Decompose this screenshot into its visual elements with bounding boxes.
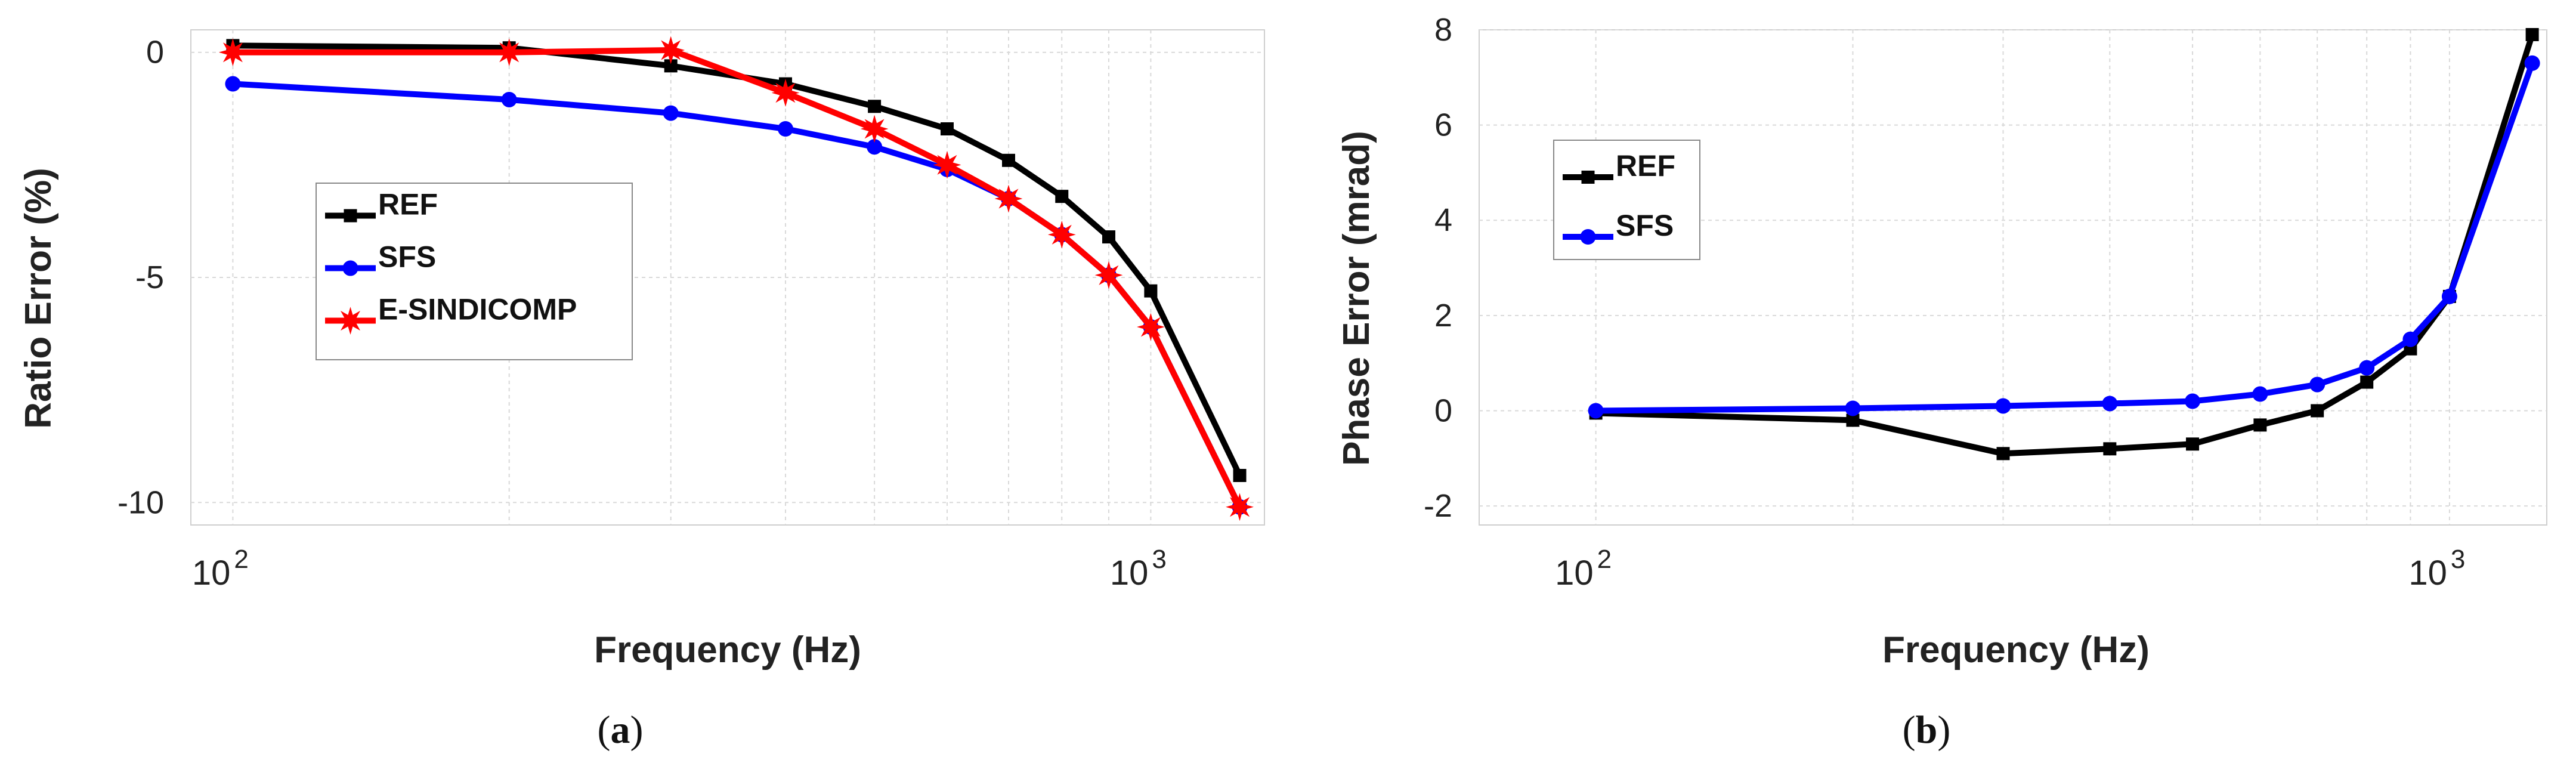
series-e-sindicomp-marker-7 bbox=[1047, 220, 1076, 249]
panel-a-y-ticks: 0 -5 -10 bbox=[117, 35, 164, 521]
x-tick-exponent: 3 bbox=[1152, 545, 1166, 574]
legend-marker-0 bbox=[1581, 171, 1595, 184]
series-sfs-marker-3 bbox=[777, 121, 793, 137]
panel-a-legend: REF SFS E-SINDICOMP bbox=[316, 183, 633, 360]
series-ref-marker-6 bbox=[1002, 153, 1016, 167]
legend-marker-1 bbox=[1580, 229, 1596, 245]
series-e-sindicomp bbox=[218, 36, 1254, 521]
series-sfs-marker-10 bbox=[2524, 55, 2540, 71]
legend-label: REF bbox=[1616, 149, 1675, 183]
legend-label: E-SINDICOMP bbox=[378, 293, 577, 326]
y-tick-label: 0 bbox=[1434, 393, 1452, 428]
series-ref-marker-2 bbox=[1996, 447, 2010, 461]
series-ref-marker-8 bbox=[1102, 230, 1115, 244]
panel-b-x-ticks: 10 2 10 3 bbox=[1555, 545, 2465, 592]
series-ref-marker-5 bbox=[2253, 418, 2267, 432]
series-ref-marker-7 bbox=[1055, 190, 1069, 203]
series-ref-marker-2 bbox=[664, 59, 678, 73]
y-tick-label: -5 bbox=[135, 260, 164, 295]
panel-a-caption: (a) bbox=[598, 708, 644, 752]
series-ref-marker-10 bbox=[2525, 27, 2539, 41]
x-tick-label: 10 bbox=[1555, 554, 1594, 592]
panel-a-x-axis-label: Frequency (Hz) bbox=[594, 629, 861, 671]
panel-b-grid bbox=[1479, 29, 2547, 525]
panel-a-legend-box bbox=[316, 183, 633, 360]
y-tick-label: -2 bbox=[1424, 488, 1452, 524]
series-e-sindicomp-marker-4 bbox=[860, 115, 889, 143]
y-tick-label: 2 bbox=[1434, 298, 1452, 333]
panel-b-y-ticks: 8 6 4 2 0 -2 bbox=[1424, 12, 1452, 524]
legend-label: SFS bbox=[1616, 209, 1674, 242]
series-sfs-marker-2 bbox=[663, 105, 679, 121]
series-ref-marker-4 bbox=[2186, 437, 2200, 451]
series-e-sindicomp-marker-10 bbox=[1226, 493, 1254, 521]
x-tick-exponent: 2 bbox=[234, 545, 248, 574]
series-e-sindicomp-marker-2 bbox=[657, 36, 685, 64]
y-tick-label: 6 bbox=[1434, 107, 1452, 143]
series-sfs-marker-4 bbox=[2185, 393, 2201, 409]
x-tick-label: 10 bbox=[192, 554, 231, 592]
panel-b-caption: (b) bbox=[1903, 708, 1951, 752]
x-tick-label: 10 bbox=[2408, 554, 2447, 592]
series-sfs-marker-1 bbox=[1845, 400, 1861, 416]
legend-entry-e-sindicomp: E-SINDICOMP bbox=[325, 293, 577, 335]
series-ref-marker-4 bbox=[868, 100, 882, 113]
series-ref-marker-7 bbox=[2360, 375, 2374, 389]
x-tick-label: 10 bbox=[1110, 554, 1149, 592]
series-ref-marker-6 bbox=[2311, 404, 2324, 418]
series-e-sindicomp-marker-5 bbox=[933, 150, 961, 179]
x-tick-exponent: 2 bbox=[1597, 545, 1612, 574]
series-sfs-marker-6 bbox=[2309, 376, 2325, 393]
series-sfs bbox=[1588, 55, 2540, 419]
panel-b-legend-items: REF SFS bbox=[1563, 149, 1675, 245]
panel-a-series bbox=[218, 36, 1254, 521]
panel-b-x-axis-label: Frequency (Hz) bbox=[1882, 629, 2150, 671]
y-tick-label: 0 bbox=[146, 35, 164, 70]
series-ref-marker-9 bbox=[1144, 284, 1158, 298]
series-sfs-marker-7 bbox=[2359, 360, 2375, 376]
series-sfs-marker-3 bbox=[2102, 396, 2118, 412]
panel-b-y-axis-label: Phase Error (mrad) bbox=[1336, 131, 1377, 466]
panel-a-legend-items: REF SFS E-SINDICOMP bbox=[325, 188, 577, 335]
series-e-sindicomp-marker-1 bbox=[495, 38, 524, 67]
legend-marker-2 bbox=[336, 307, 364, 335]
series-sfs-marker-0 bbox=[1588, 403, 1604, 419]
x-tick-exponent: 3 bbox=[2451, 545, 2465, 574]
legend-label: REF bbox=[378, 188, 438, 221]
legend-entry-sfs: SFS bbox=[325, 240, 436, 276]
series-sfs-marker-8 bbox=[2402, 331, 2419, 347]
series-sfs-marker-9 bbox=[2441, 288, 2457, 304]
series-ref-marker-5 bbox=[940, 122, 954, 135]
panel-a-y-axis-label: Ratio Error (%) bbox=[18, 168, 59, 428]
panel-a-x-ticks: 10 2 10 3 bbox=[192, 545, 1167, 592]
panel-b-series bbox=[1588, 27, 2540, 461]
legend-marker-0 bbox=[344, 209, 357, 223]
series-ref-marker-10 bbox=[1233, 469, 1247, 482]
series-e-sindicomp-marker-8 bbox=[1094, 261, 1123, 289]
y-tick-label: 8 bbox=[1434, 12, 1452, 48]
series-sfs-marker-2 bbox=[1995, 398, 2011, 414]
series-e-sindicomp-marker-0 bbox=[218, 38, 247, 67]
legend-entry-ref: REF bbox=[325, 188, 438, 223]
legend-entry-ref: REF bbox=[1563, 149, 1675, 184]
series-sfs-marker-4 bbox=[867, 139, 883, 155]
y-tick-label: -10 bbox=[117, 484, 164, 520]
series-e-sindicomp-marker-9 bbox=[1137, 313, 1165, 341]
legend-label: SFS bbox=[378, 240, 436, 274]
panel-a-chart: 0-5-10 10 2 10 3 Frequency (Hz) Ratio Error… bbox=[18, 29, 1265, 752]
panel-b-plot-area bbox=[1479, 29, 2547, 526]
legend-marker-1 bbox=[342, 260, 358, 276]
y-tick-label: 4 bbox=[1434, 202, 1452, 238]
series-sfs-marker-1 bbox=[501, 91, 517, 107]
series-e-sindicomp-marker-6 bbox=[994, 184, 1023, 213]
series-ref-marker-3 bbox=[2103, 442, 2117, 456]
series-sfs-marker-5 bbox=[2252, 386, 2268, 402]
legend-entry-sfs: SFS bbox=[1563, 209, 1674, 245]
series-ref-marker-1 bbox=[1846, 413, 1860, 427]
series-e-sindicomp-marker-3 bbox=[771, 79, 800, 107]
series-sfs-marker-0 bbox=[225, 76, 241, 92]
panel-b-legend: REF SFS bbox=[1553, 140, 1700, 260]
